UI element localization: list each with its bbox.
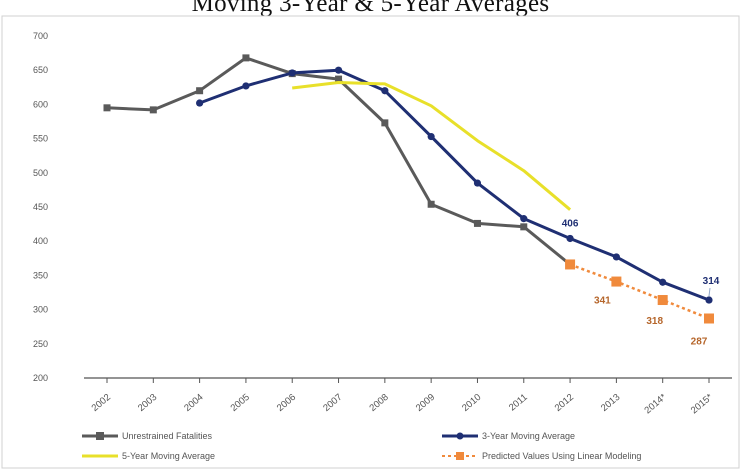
data-point (103, 104, 111, 112)
data-label: 406 (562, 219, 579, 230)
x-tick-label: 2003 (136, 392, 159, 414)
y-tick-label: 650 (33, 65, 48, 75)
y-tick-label: 600 (33, 99, 48, 109)
data-label: 314 (703, 276, 720, 287)
y-tick-label: 450 (33, 202, 48, 212)
x-tick-label: 2015* (689, 392, 715, 417)
data-point (288, 69, 296, 77)
data-point (520, 215, 528, 223)
data-point (473, 219, 481, 227)
series-line-4 (569, 263, 710, 320)
data-point (657, 295, 668, 306)
data-point (565, 259, 576, 270)
data-point (334, 66, 343, 74)
data-point (704, 313, 714, 324)
data-point (611, 276, 622, 287)
data-label: 341 (594, 296, 611, 307)
legend-label: 5-Year Moving Average (122, 451, 215, 461)
data-point (196, 99, 204, 107)
legend-label: Unrestrained Fatalities (122, 431, 213, 441)
legend-label: Predicted Values Using Linear Modeling (482, 451, 641, 461)
x-tick-label: 2007 (321, 392, 344, 414)
x-tick-label: 2008 (368, 392, 391, 414)
data-point (381, 87, 389, 95)
x-tick-label: 2014* (643, 392, 669, 417)
data-point (705, 296, 713, 304)
data-point (473, 179, 482, 187)
y-tick-label: 400 (33, 236, 48, 246)
chart-title: Moving 3-Year & 5-Year Averages (191, 0, 550, 17)
label-leader-line (708, 287, 711, 297)
legend-label: 3-Year Moving Average (482, 431, 575, 441)
x-tick-label: 2009 (414, 392, 437, 414)
data-point (612, 253, 620, 261)
x-tick-label: 2006 (275, 392, 298, 414)
data-point (335, 75, 343, 83)
x-tick-label: 2005 (229, 392, 252, 414)
data-point (242, 82, 250, 90)
y-tick-label: 550 (33, 134, 48, 144)
data-point (427, 132, 435, 141)
x-tick-label: 2010 (460, 392, 483, 414)
x-tick-label: 2013 (599, 392, 622, 414)
data-point (566, 234, 574, 243)
data-point (196, 87, 204, 95)
legend-swatch-marker (96, 432, 104, 440)
data-label: 287 (691, 336, 708, 347)
series-line-1 (106, 56, 572, 266)
y-tick-label: 250 (33, 339, 48, 349)
y-tick-label: 200 (33, 373, 48, 383)
legend-swatch-marker (456, 432, 464, 440)
series-line-2 (199, 68, 710, 302)
data-point (242, 54, 250, 62)
data-point (381, 119, 389, 127)
y-tick-label: 500 (33, 168, 48, 178)
data-point (520, 223, 528, 231)
x-tick-label: 2011 (507, 392, 530, 414)
series-line-3 (292, 81, 572, 211)
data-point (149, 106, 157, 114)
data-point (427, 200, 435, 208)
legend-swatch-marker (456, 452, 464, 460)
data-point (659, 278, 667, 286)
x-tick-label: 2012 (553, 392, 576, 414)
data-label: 318 (646, 316, 663, 327)
y-tick-label: 350 (33, 270, 48, 280)
y-tick-label: 700 (33, 31, 48, 41)
y-tick-label: 300 (33, 305, 48, 315)
x-tick-label: 2002 (90, 392, 113, 414)
x-tick-label: 2004 (182, 392, 205, 414)
chart-frame (1, 15, 740, 469)
